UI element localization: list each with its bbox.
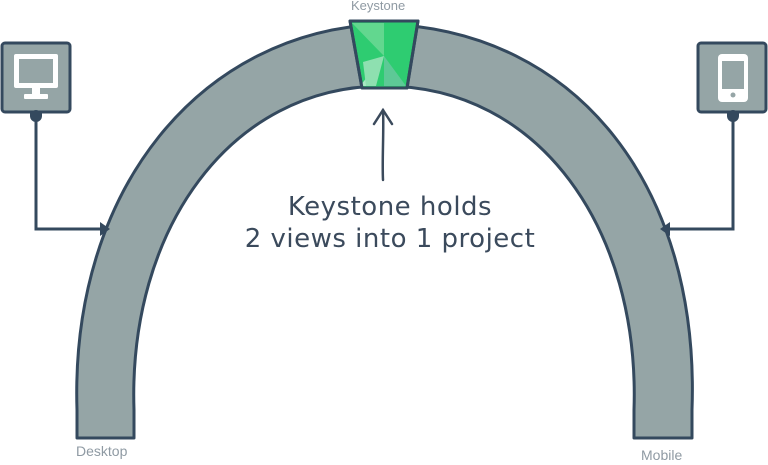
caption-line-1: Keystone holds [287, 192, 493, 222]
desktop-label: Desktop [76, 443, 128, 459]
caption-line-2: 2 views into 1 project [244, 224, 536, 254]
arch [75, 22, 694, 440]
keystone-label: Keystone [351, 0, 406, 13]
monitor-icon [14, 54, 58, 99]
mobile-label: Mobile [641, 447, 683, 463]
keystone-arrow [372, 107, 394, 182]
desktop-connector [34, 118, 110, 236]
mobile-device [696, 41, 768, 122]
phone-icon [718, 54, 748, 102]
mobile-connector [660, 118, 735, 236]
keystone-block [348, 19, 420, 90]
desktop-device [0, 41, 72, 122]
